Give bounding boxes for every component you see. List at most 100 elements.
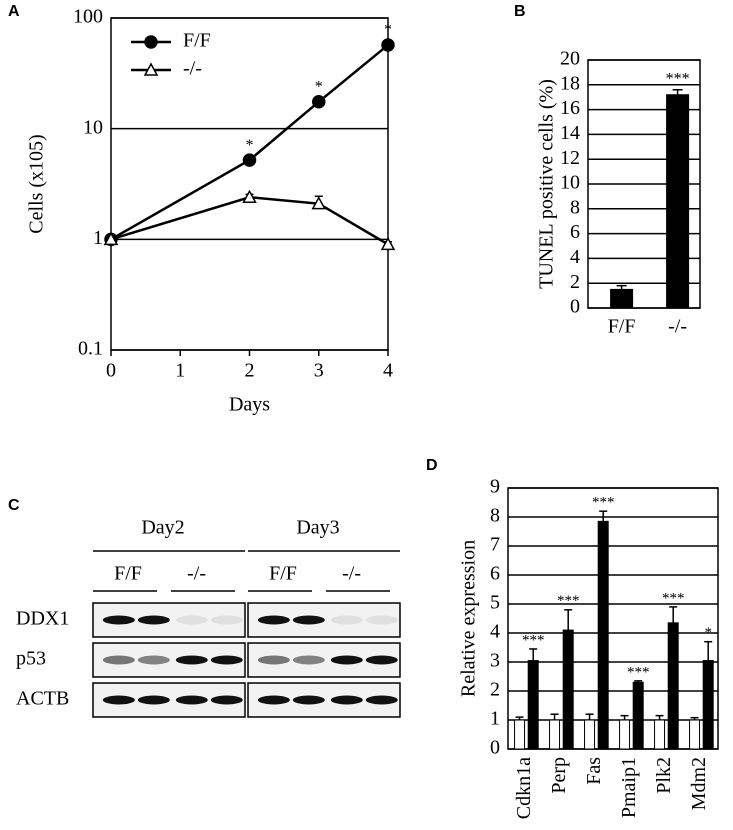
genotype-label: F/F <box>269 563 297 585</box>
x-tick-label: Pmaip1 <box>618 757 640 818</box>
x-tick-label: Mdm2 <box>688 757 710 810</box>
bar <box>562 629 574 750</box>
blot-band <box>102 615 135 625</box>
bar <box>619 719 631 750</box>
y-tick-label: 16 <box>560 97 580 119</box>
x-axis-label: Days <box>229 394 270 416</box>
marker <box>242 153 257 167</box>
row-label: p53 <box>16 648 46 670</box>
y-axis-label: TUNEL positive cells (%) <box>536 79 558 289</box>
bar <box>597 520 609 750</box>
y-tick-label: 10 <box>83 116 103 138</box>
y-tick-label: 0.1 <box>78 338 103 360</box>
x-tick-label: 2 <box>245 360 255 382</box>
x-tick-label: Plk2 <box>653 757 675 794</box>
marker <box>311 196 327 210</box>
significance: *** <box>522 632 545 648</box>
significance: * <box>384 22 392 39</box>
legend-label: F/F <box>183 30 211 52</box>
y-tick-label: 0 <box>570 296 580 318</box>
y-tick-label: 14 <box>560 122 580 144</box>
x-tick-label: F/F <box>608 316 636 338</box>
line <box>110 44 389 241</box>
panel-letter: C <box>8 497 20 514</box>
y-tick-label: 8 <box>570 196 580 218</box>
plot-frame <box>507 487 719 750</box>
significance: *** <box>557 593 580 609</box>
x-tick-label: Fas <box>583 757 605 785</box>
bar <box>654 719 666 750</box>
y-axis-label: Cells (x105) <box>26 134 48 233</box>
blot-band <box>365 695 398 705</box>
genotype-label: -/- <box>342 563 361 585</box>
x-tick-label: -/- <box>668 316 687 338</box>
y-tick-label: 4 <box>570 246 580 268</box>
y-tick-label: 2 <box>490 679 500 701</box>
y-tick-label: 9 <box>490 476 500 498</box>
blot-band <box>210 655 243 665</box>
blot-band <box>175 655 208 665</box>
bar <box>610 288 634 309</box>
marker <box>103 231 119 246</box>
marker <box>144 35 158 49</box>
blot-band <box>210 615 243 625</box>
blot-band <box>175 695 208 705</box>
y-tick-label: 100 <box>73 6 103 28</box>
bar <box>527 660 539 750</box>
significance: * <box>315 78 323 95</box>
blot-band <box>137 615 170 625</box>
blot-band <box>137 655 170 665</box>
y-tick-label: 4 <box>490 621 500 643</box>
blot-band <box>102 655 135 665</box>
y-tick-label: 20 <box>560 48 580 70</box>
blot-band <box>257 695 290 705</box>
blot-band <box>137 695 170 705</box>
blot-band <box>365 615 398 625</box>
bar <box>666 94 690 309</box>
blot-band <box>365 655 398 665</box>
panel-letter: B <box>514 3 526 20</box>
line <box>110 195 389 246</box>
blot-band <box>102 695 135 705</box>
genotype-label: F/F <box>114 563 142 585</box>
marker <box>380 236 396 251</box>
genotype-label: -/- <box>187 563 206 585</box>
y-tick-label: 18 <box>560 72 580 94</box>
y-tick-label: 1 <box>93 227 103 249</box>
blot-band <box>257 655 290 665</box>
blot-band <box>292 695 325 705</box>
row-label: ACTB <box>16 688 69 710</box>
bar <box>667 622 679 750</box>
x-tick-label: Cdkn1a <box>513 757 535 819</box>
bar <box>584 719 596 750</box>
blot-band <box>210 695 243 705</box>
x-tick-label: 4 <box>383 360 393 382</box>
marker <box>381 38 395 52</box>
x-tick-label: 3 <box>314 360 324 382</box>
marker <box>242 189 257 204</box>
y-tick-label: 2 <box>570 271 580 293</box>
significance: * <box>704 625 712 641</box>
legend-label: -/- <box>183 58 202 80</box>
blot-band <box>330 695 363 705</box>
y-tick-label: 6 <box>490 563 500 585</box>
marker <box>312 95 326 109</box>
panel-letter: A <box>8 3 20 20</box>
group-label: Day2 <box>141 517 184 539</box>
y-tick-label: 1 <box>490 708 500 730</box>
bar <box>549 719 561 750</box>
significance: *** <box>627 664 650 680</box>
x-tick-label: Perp <box>548 757 570 794</box>
y-tick-label: 8 <box>490 505 500 527</box>
group-label: Day3 <box>296 517 339 539</box>
blot-band <box>292 615 325 625</box>
y-tick-label: 10 <box>560 172 580 194</box>
marker <box>143 62 159 76</box>
y-tick-label: 7 <box>490 534 500 556</box>
significance: * <box>246 137 254 154</box>
y-tick-label: 12 <box>560 147 580 169</box>
row-label: DDX1 <box>16 608 69 630</box>
x-tick-label: 0 <box>106 360 116 382</box>
blot-band <box>292 655 325 665</box>
